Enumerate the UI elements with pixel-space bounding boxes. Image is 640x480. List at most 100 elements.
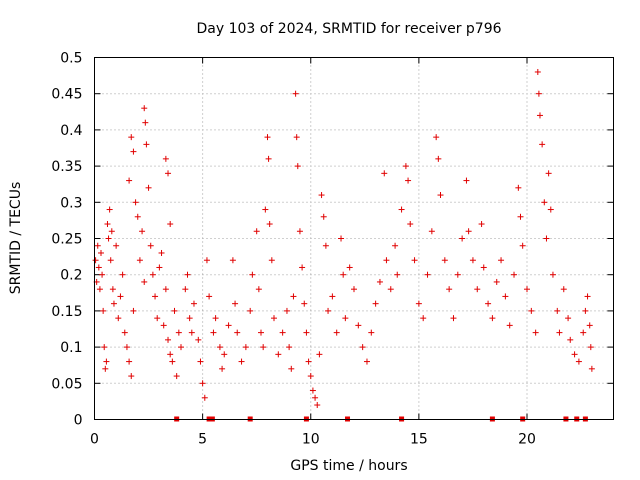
data-point [424,271,431,278]
data-point [130,307,137,314]
x-tick-label: 15 [410,432,428,448]
data-point [232,300,239,307]
data-point [92,257,99,264]
data-point [242,344,249,351]
data-point [575,358,582,365]
data-point [101,344,108,351]
data-point [126,177,133,184]
data-point [134,213,141,220]
data-point [265,155,272,162]
data-point [535,90,542,97]
data-point [178,344,184,351]
plot-frame [94,57,614,420]
data-point [290,293,297,300]
data-point [465,228,472,235]
data-point [130,148,137,155]
data-point [165,170,172,177]
data-point [394,271,401,278]
y-tick-label: 0.1 [60,340,82,356]
x-tick-label: 20 [518,432,536,448]
data-point [376,278,383,285]
data-point [175,329,182,336]
data-point [154,315,161,322]
data-point [247,307,254,314]
data-point [113,242,120,249]
data-point [329,293,336,300]
data-point [110,300,117,307]
data-point [103,358,110,365]
data-point [333,329,340,336]
data-point [502,293,509,300]
data-point [268,257,275,264]
data-point [534,68,541,75]
data-point [173,373,180,380]
data-point [565,315,572,322]
data-point [121,329,128,336]
data-point [567,336,574,343]
data-point [171,307,178,314]
data-point [584,293,591,300]
data-point [126,358,133,365]
data-point [355,322,362,329]
data-point [587,344,594,351]
data-point [372,300,379,307]
data-point [286,344,293,351]
data-point [234,329,241,336]
data-point [139,228,146,235]
data-point [524,286,530,293]
x-axis-label: GPS time / hours [290,458,407,474]
y-tick-label: 0.5 [60,51,82,67]
data-point [97,249,104,256]
data-point [407,221,414,228]
data-point [229,257,236,264]
data-point [586,322,593,329]
data-point [428,228,435,235]
data-point [260,344,267,351]
data-point [441,257,448,264]
y-tick-label: 0.05 [51,376,82,392]
data-point [301,300,308,307]
data-point [107,257,114,264]
data-point [156,264,163,271]
data-point [100,307,107,314]
data-point [266,221,273,228]
data-point [368,329,375,336]
data-point [338,235,345,242]
data-point [536,112,543,119]
data-point [123,344,130,351]
data-point [160,322,167,329]
data-point [511,271,518,278]
data-point [519,242,526,249]
data-point [128,373,135,380]
data-point [554,307,561,314]
data-point [212,315,219,322]
data-point [411,257,418,264]
data-point [292,90,299,97]
y-tick-label: 0.25 [51,232,82,248]
data-point [255,286,262,293]
data-point [270,315,277,322]
data-point [474,286,481,293]
data-point [203,257,210,264]
data-point [307,373,314,380]
y-axis-tick-labels: 0 0.05 0.1 0.15 0.2 0.25 0.3 0.35 0.4 0.45 0.5 [51,51,82,429]
data-point [141,105,148,112]
data-point [216,344,223,351]
data-point [99,271,106,278]
data-point [149,271,156,278]
data-point [182,286,189,293]
y-axis-label: SRMTID / TECUs [8,182,24,295]
data-point [186,315,193,322]
data-point [387,286,394,293]
data-point [398,206,405,213]
data-point [506,322,513,329]
data-point [299,264,306,271]
data-point [96,286,103,293]
data-point [294,163,301,170]
data-point [94,242,101,249]
data-point [258,329,265,336]
data-point [469,257,476,264]
x-tick-label: 10 [302,432,320,448]
data-point [145,184,152,191]
data-point [288,365,295,372]
